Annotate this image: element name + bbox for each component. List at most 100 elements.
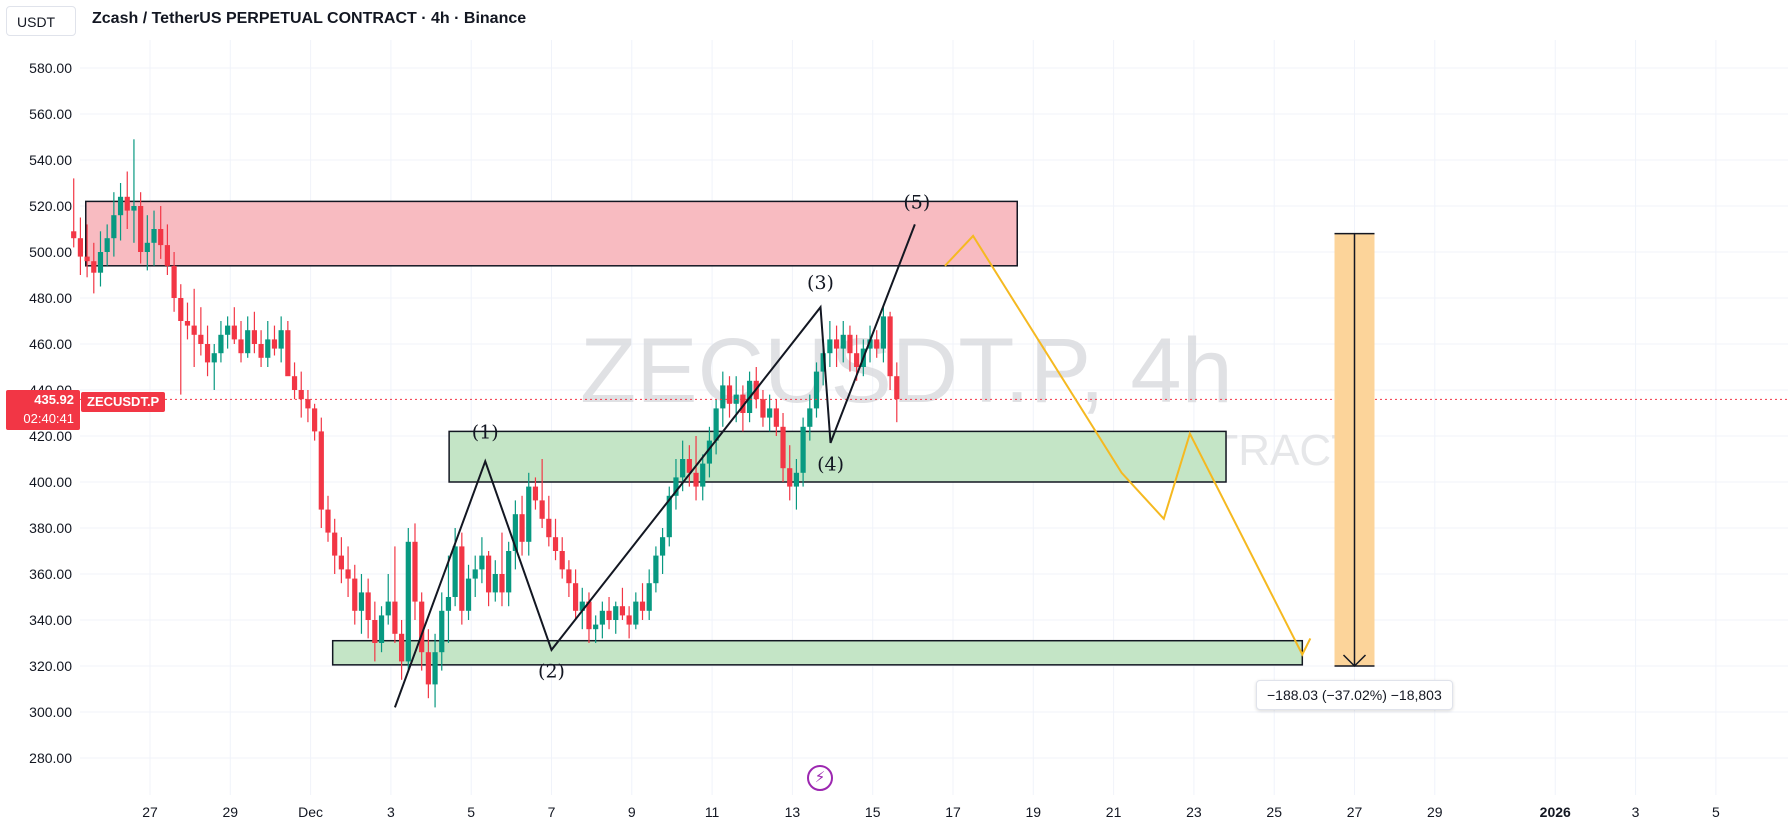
candle-body	[97, 252, 104, 273]
candle-body	[365, 592, 371, 620]
candle-body	[245, 330, 251, 354]
currency-selector[interactable]: USDT	[6, 6, 76, 36]
candle-body	[392, 601, 398, 634]
x-tick-label: 15	[865, 804, 881, 820]
candle-body	[291, 376, 298, 390]
candle-body	[238, 339, 244, 354]
candle-body	[71, 231, 77, 239]
x-tick-label: 2026	[1540, 804, 1571, 820]
candle-body	[599, 610, 605, 625]
y-tick-label: 420.00	[29, 428, 72, 444]
candle-body	[385, 601, 391, 616]
candle-body	[492, 574, 498, 593]
last-price: 435.92	[34, 392, 74, 407]
candle-body	[619, 606, 626, 616]
candle-body	[666, 495, 672, 538]
y-tick-label: 340.00	[29, 612, 72, 628]
candle-body	[499, 574, 505, 593]
zone-demand-mid	[448, 430, 1227, 483]
candle-body	[740, 394, 746, 413]
y-tick-label: 360.00	[29, 566, 72, 582]
y-tick-label: 500.00	[29, 244, 72, 260]
candle-body	[693, 472, 699, 487]
wave-label: (2)	[538, 661, 565, 683]
candle-body	[138, 206, 144, 252]
candle-body	[144, 242, 150, 252]
candle-body	[827, 339, 833, 354]
candle-body	[680, 459, 686, 478]
y-tick-label: 320.00	[29, 658, 72, 674]
candle-body	[659, 537, 666, 556]
candle-body	[506, 551, 512, 593]
x-tick-label: 21	[1106, 804, 1122, 820]
candle-body	[178, 298, 184, 321]
candle-body	[204, 344, 211, 363]
y-tick-label: 480.00	[29, 290, 72, 306]
candle-body	[572, 583, 579, 611]
x-tick-label: 13	[785, 804, 801, 820]
x-tick-label: 29	[1427, 804, 1443, 820]
measure-label: −188.03 (−37.02%) −18,803	[1256, 680, 1453, 710]
candle-body	[646, 583, 652, 611]
symbol-price-label: ZECUSDT.P	[81, 392, 166, 412]
candle-body	[164, 245, 170, 266]
candle-body	[358, 592, 365, 611]
x-tick-label: 27	[142, 804, 158, 820]
candle-body	[271, 339, 278, 349]
candle-body	[439, 610, 445, 653]
candle-body	[833, 339, 840, 349]
candle-body	[653, 555, 659, 584]
candle-body	[332, 532, 338, 556]
lightning-icon[interactable]: ⚡	[807, 765, 833, 791]
candle-body	[552, 537, 559, 551]
candle-body	[780, 426, 786, 469]
candle-body	[726, 385, 733, 404]
x-tick-label: Dec	[298, 804, 323, 820]
elliott-wave: (1) (2) (3) (4) (5)	[393, 191, 930, 708]
candle-body	[211, 353, 217, 363]
candle-body	[459, 546, 465, 611]
candle-body	[318, 431, 324, 510]
candle-body	[706, 440, 713, 464]
candle-body	[639, 601, 646, 611]
x-tick-label: 3	[387, 804, 395, 820]
candle-body	[399, 633, 405, 662]
candle-body	[345, 569, 351, 579]
candle-body	[258, 344, 264, 358]
candle-body	[285, 330, 291, 377]
candle-body	[532, 486, 539, 501]
candle-body	[686, 459, 692, 473]
candle-body	[352, 578, 358, 611]
candle-body	[124, 196, 130, 211]
candle-body	[847, 334, 853, 354]
candle-body	[626, 615, 632, 625]
candle-body	[77, 238, 84, 257]
x-tick-label: 27	[1347, 804, 1363, 820]
candle-body	[586, 601, 592, 630]
candle-body	[432, 652, 438, 685]
zones	[85, 200, 1304, 666]
candle-body	[425, 652, 431, 685]
candle-body	[191, 325, 197, 335]
x-tick-label: 5	[1712, 804, 1720, 820]
candle-body	[325, 509, 331, 533]
candle-body	[265, 339, 271, 358]
y-tick-label: 540.00	[29, 152, 72, 168]
y-tick-label: 460.00	[29, 336, 72, 352]
candle-body	[84, 256, 90, 262]
candle-body	[539, 500, 545, 519]
x-tick-label: 17	[945, 804, 961, 820]
candle-body	[807, 408, 813, 427]
y-tick-label: 560.00	[29, 106, 72, 122]
candle-body	[171, 265, 177, 298]
candle-body	[720, 385, 726, 409]
last-price-tag: 435.92 02:40:41	[6, 390, 80, 430]
candle-body	[559, 551, 565, 570]
candle-body	[479, 555, 485, 570]
candle-body	[445, 597, 452, 611]
candle-body	[405, 541, 411, 662]
candle-body	[131, 206, 137, 211]
x-tick-label: 3	[1632, 804, 1640, 820]
x-axis: 27 29 Dec 3 5 7 9 11 13 15 17 19 21 23 25 27 29 2026 3 5	[142, 804, 1720, 820]
